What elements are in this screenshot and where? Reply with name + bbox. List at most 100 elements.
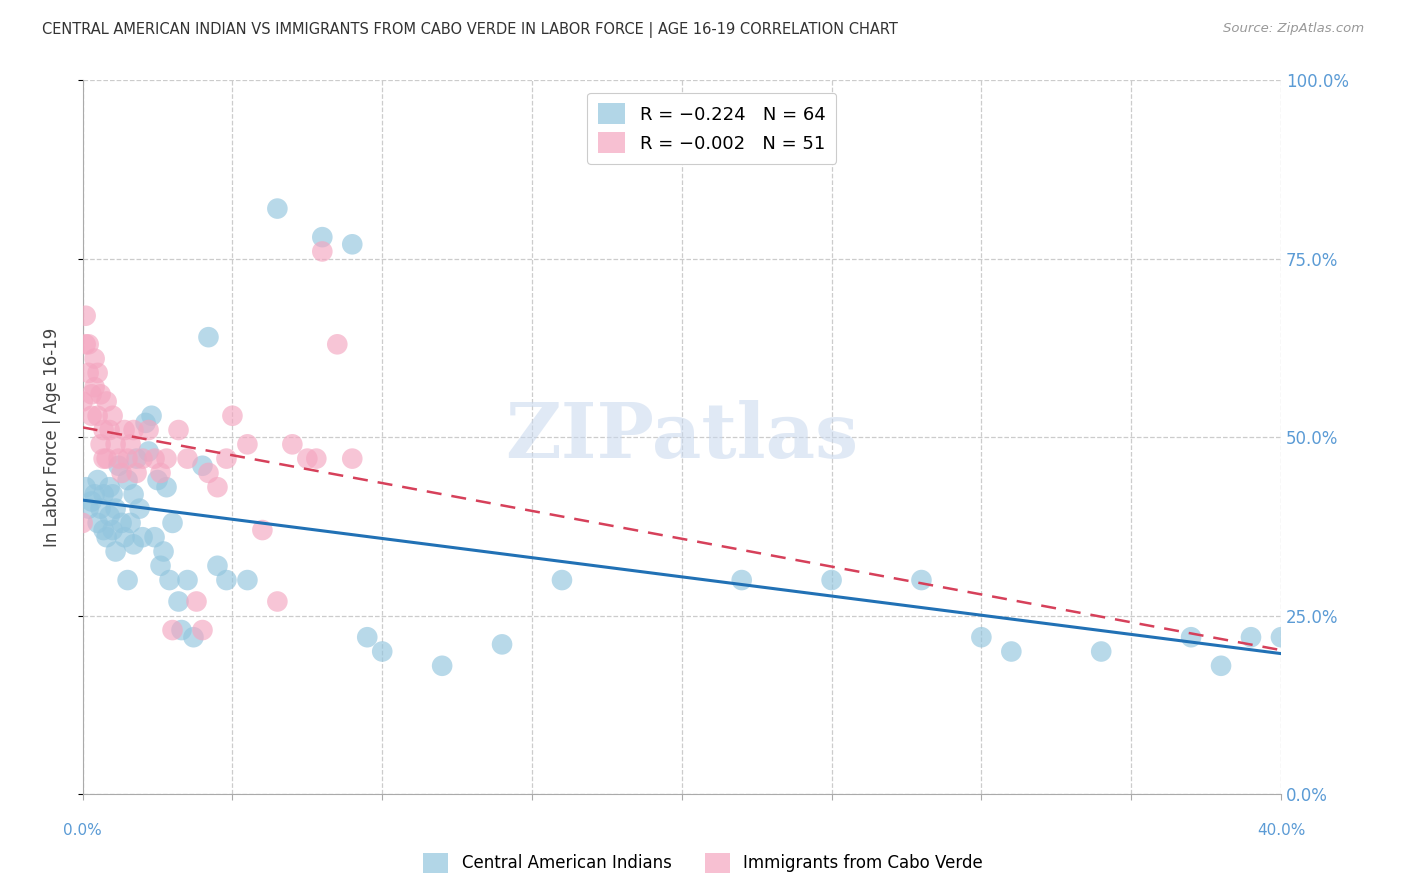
Point [197, 466, 219, 480]
Legend: R = −0.224   N = 64, R = −0.002   N = 51: R = −0.224 N = 64, R = −0.002 N = 51 [588, 93, 837, 164]
Point [970, 630, 993, 644]
Point [117, 573, 139, 587]
Point [281, 437, 304, 451]
Point [90, 501, 112, 516]
Point [117, 451, 139, 466]
Point [159, 573, 181, 587]
Point [120, 437, 142, 451]
Point [1000, 644, 1022, 658]
Point [75, 337, 97, 351]
Point [80, 409, 103, 423]
Point [143, 530, 166, 544]
Point [236, 573, 259, 587]
Point [191, 623, 214, 637]
Point [86, 366, 108, 380]
Point [131, 530, 153, 544]
Point [77, 501, 100, 516]
Y-axis label: In Labor Force | Age 16-19: In Labor Force | Age 16-19 [44, 327, 60, 547]
Point [311, 230, 333, 244]
Point [90, 387, 112, 401]
Point [155, 451, 177, 466]
Point [162, 516, 184, 530]
Point [122, 423, 145, 437]
Text: ZIPatlas: ZIPatlas [505, 401, 859, 475]
Point [83, 351, 105, 366]
Point [207, 480, 229, 494]
Point [125, 466, 148, 480]
Point [183, 630, 205, 644]
Point [176, 573, 198, 587]
Legend: Central American Indians, Immigrants from Cabo Verde: Central American Indians, Immigrants fro… [416, 847, 990, 880]
Point [110, 516, 132, 530]
Point [104, 501, 127, 516]
Text: 0.0%: 0.0% [63, 823, 103, 838]
Point [1209, 658, 1232, 673]
Point [491, 637, 513, 651]
Point [93, 523, 115, 537]
Point [101, 487, 124, 501]
Point [326, 337, 349, 351]
Point [120, 516, 142, 530]
Point [371, 644, 394, 658]
Point [342, 451, 364, 466]
Point [98, 480, 121, 494]
Point [221, 409, 243, 423]
Point [131, 451, 153, 466]
Point [101, 409, 124, 423]
Point [1270, 630, 1292, 644]
Text: CENTRAL AMERICAN INDIAN VS IMMIGRANTS FROM CABO VERDE IN LABOR FORCE | AGE 16-19: CENTRAL AMERICAN INDIAN VS IMMIGRANTS FR… [42, 22, 898, 38]
Point [80, 387, 103, 401]
Point [83, 380, 105, 394]
Point [176, 451, 198, 466]
Point [75, 480, 97, 494]
Point [72, 394, 94, 409]
Point [125, 451, 148, 466]
Point [101, 523, 124, 537]
Point [155, 480, 177, 494]
Point [86, 409, 108, 423]
Point [197, 330, 219, 344]
Point [114, 530, 136, 544]
Point [551, 573, 574, 587]
Point [135, 416, 157, 430]
Point [236, 437, 259, 451]
Point [98, 423, 121, 437]
Point [93, 487, 115, 501]
Point [98, 508, 121, 523]
Point [72, 516, 94, 530]
Point [186, 594, 208, 608]
Point [152, 544, 174, 558]
Point [162, 623, 184, 637]
Point [191, 458, 214, 473]
Point [820, 573, 842, 587]
Point [83, 487, 105, 501]
Point [117, 473, 139, 487]
Point [96, 394, 118, 409]
Point [104, 437, 127, 451]
Point [305, 451, 328, 466]
Point [146, 473, 169, 487]
Point [138, 423, 160, 437]
Point [128, 501, 150, 516]
Point [170, 623, 193, 637]
Point [93, 451, 115, 466]
Point [107, 458, 129, 473]
Point [143, 451, 166, 466]
Point [167, 594, 190, 608]
Point [149, 558, 172, 573]
Point [430, 658, 453, 673]
Point [207, 558, 229, 573]
Point [731, 573, 754, 587]
Point [141, 409, 163, 423]
Point [90, 437, 112, 451]
Point [311, 244, 333, 259]
Point [122, 537, 145, 551]
Point [356, 630, 378, 644]
Point [96, 530, 118, 544]
Point [266, 594, 288, 608]
Point [104, 544, 127, 558]
Point [297, 451, 319, 466]
Point [149, 466, 172, 480]
Point [110, 466, 132, 480]
Point [1180, 630, 1202, 644]
